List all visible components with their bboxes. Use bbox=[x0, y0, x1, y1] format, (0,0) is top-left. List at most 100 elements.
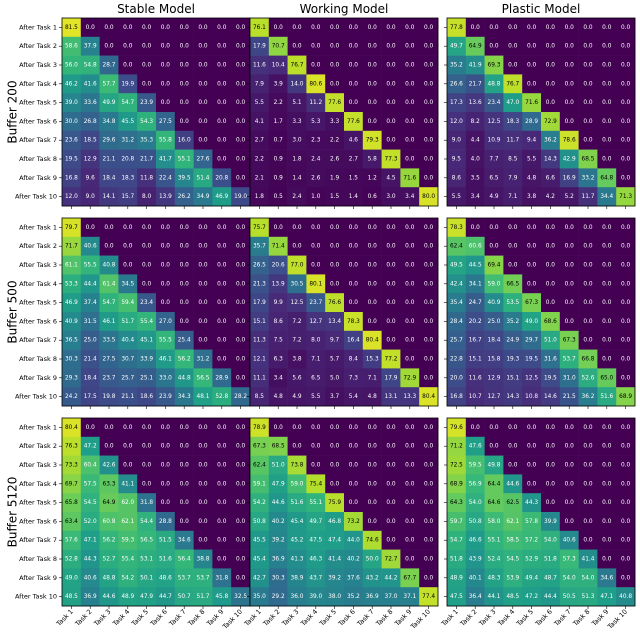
cell-value-label: 52.9 bbox=[525, 557, 538, 563]
cell-value-label: 20.8 bbox=[215, 175, 228, 181]
cell-value-label: 15.3 bbox=[366, 357, 379, 363]
cell-value-label: 0.0 bbox=[236, 175, 246, 181]
heatmap-cell bbox=[193, 474, 213, 494]
heatmap-cell bbox=[522, 312, 542, 332]
heatmap-cell bbox=[597, 236, 617, 256]
cell-value-label: 54.2 bbox=[121, 575, 134, 581]
cell-value-label: 0.0 bbox=[236, 575, 246, 581]
heatmap-cell bbox=[465, 187, 485, 207]
heatmap-cell bbox=[80, 274, 100, 294]
cell-value-label: 0.0 bbox=[236, 425, 246, 431]
heatmap-cell bbox=[522, 18, 542, 38]
cell-value-label: 0.0 bbox=[546, 263, 556, 269]
heatmap-cell bbox=[419, 493, 439, 513]
cell-value-label: 0.0 bbox=[217, 138, 227, 144]
cell-value-label: 46.9 bbox=[65, 300, 78, 306]
heatmap-cell bbox=[381, 18, 401, 38]
heatmap-cell bbox=[362, 368, 382, 388]
heatmap-cell bbox=[193, 312, 213, 332]
cell-value-label: 0.0 bbox=[236, 100, 246, 106]
cell-value-label: 0.0 bbox=[424, 44, 434, 50]
x-tick-label: Task 10 bbox=[408, 608, 432, 631]
cell-value-label: 78.3 bbox=[450, 225, 463, 231]
heatmap-cell bbox=[80, 74, 100, 94]
cell-value-label: 44.0 bbox=[347, 538, 360, 544]
heatmap-cell bbox=[156, 236, 176, 256]
heatmap-cell bbox=[559, 168, 579, 188]
heatmap-cell bbox=[616, 187, 636, 207]
cell-value-label: 40.9 bbox=[488, 300, 501, 306]
heatmap-cell bbox=[137, 168, 157, 188]
cell-value-label: 9.5 bbox=[452, 157, 462, 163]
cell-value-label: 54.0 bbox=[563, 575, 576, 581]
heatmap-cell bbox=[306, 218, 326, 238]
cell-value-label: 25.0 bbox=[488, 319, 501, 325]
cell-value-label: 0.0 bbox=[621, 500, 631, 506]
heatmap-cell bbox=[193, 493, 213, 513]
cell-value-label: 19.5 bbox=[65, 157, 78, 163]
heatmap-cell bbox=[62, 436, 82, 456]
cell-value-label: 4.9 bbox=[489, 194, 499, 200]
heatmap-cell bbox=[541, 36, 561, 56]
cell-value-label: 41.1 bbox=[121, 481, 134, 487]
cell-value-label: 7.2 bbox=[292, 319, 302, 325]
cell-value-label: 0.0 bbox=[198, 244, 208, 250]
heatmap-cell bbox=[212, 312, 232, 332]
cell-value-label: 39.0 bbox=[309, 594, 322, 600]
heatmap-cell bbox=[250, 255, 270, 275]
y-tick-label: After Task 6 bbox=[19, 317, 57, 325]
cell-value-label: 0.0 bbox=[217, 557, 227, 563]
heatmap-cell bbox=[447, 549, 467, 569]
heatmap-cell bbox=[400, 55, 420, 75]
heatmap-cell bbox=[137, 493, 157, 513]
heatmap-cell bbox=[362, 218, 382, 238]
cell-value-label: 0.0 bbox=[330, 63, 340, 69]
cell-value-label: 33.9 bbox=[140, 357, 153, 363]
cell-value-label: 0.0 bbox=[198, 25, 208, 31]
heatmap-cell bbox=[250, 549, 270, 569]
cell-value-label: 67.7 bbox=[403, 575, 416, 581]
heatmap-cell bbox=[447, 36, 467, 56]
cell-value-label: 1.7 bbox=[274, 119, 284, 125]
heatmap-cell bbox=[522, 236, 542, 256]
heatmap-cell bbox=[174, 74, 194, 94]
cell-value-label: 0.0 bbox=[349, 425, 359, 431]
heatmap-cell bbox=[484, 455, 504, 475]
cell-value-label: 14.3 bbox=[544, 157, 557, 163]
heatmap-cell bbox=[362, 187, 382, 207]
heatmap-cell bbox=[118, 368, 138, 388]
cell-value-label: 29.2 bbox=[272, 594, 285, 600]
heatmap-cell bbox=[250, 418, 270, 438]
heatmap-cell bbox=[522, 55, 542, 75]
heatmap-cell bbox=[400, 112, 420, 132]
heatmap-cell bbox=[578, 474, 598, 494]
cell-value-label: 0.0 bbox=[621, 444, 631, 450]
cell-value-label: 0.0 bbox=[508, 225, 518, 231]
cell-value-label: 0.0 bbox=[123, 44, 133, 50]
heatmap-cell bbox=[597, 493, 617, 513]
heatmap-cell bbox=[503, 455, 523, 475]
cell-value-label: 26.8 bbox=[84, 119, 97, 125]
heatmap-cell bbox=[400, 349, 420, 369]
cell-value-label: 0.0 bbox=[236, 481, 246, 487]
heatmap-cell bbox=[268, 349, 288, 369]
heatmap-cell bbox=[381, 112, 401, 132]
cell-value-label: 39.0 bbox=[65, 100, 78, 106]
cell-value-label: 11.7 bbox=[582, 194, 595, 200]
heatmap-cell bbox=[250, 112, 270, 132]
y-tick-label: After Task 9 bbox=[19, 574, 57, 582]
heatmap-cell bbox=[522, 36, 542, 56]
cell-value-label: 28.9 bbox=[525, 119, 538, 125]
heatmap-cell bbox=[231, 368, 251, 388]
cell-value-label: 51.3 bbox=[582, 594, 595, 600]
cell-value-label: 42.6 bbox=[103, 463, 116, 469]
heatmap-cell bbox=[541, 55, 561, 75]
cell-value-label: 0.0 bbox=[217, 225, 227, 231]
heatmap-cell bbox=[419, 455, 439, 475]
cell-value-label: 54.0 bbox=[582, 575, 595, 581]
heatmap-cell bbox=[578, 93, 598, 113]
heatmap-cell bbox=[325, 312, 345, 332]
cell-value-label: 0.0 bbox=[471, 425, 481, 431]
heatmap-cell bbox=[212, 349, 232, 369]
heatmap-cell bbox=[522, 455, 542, 475]
